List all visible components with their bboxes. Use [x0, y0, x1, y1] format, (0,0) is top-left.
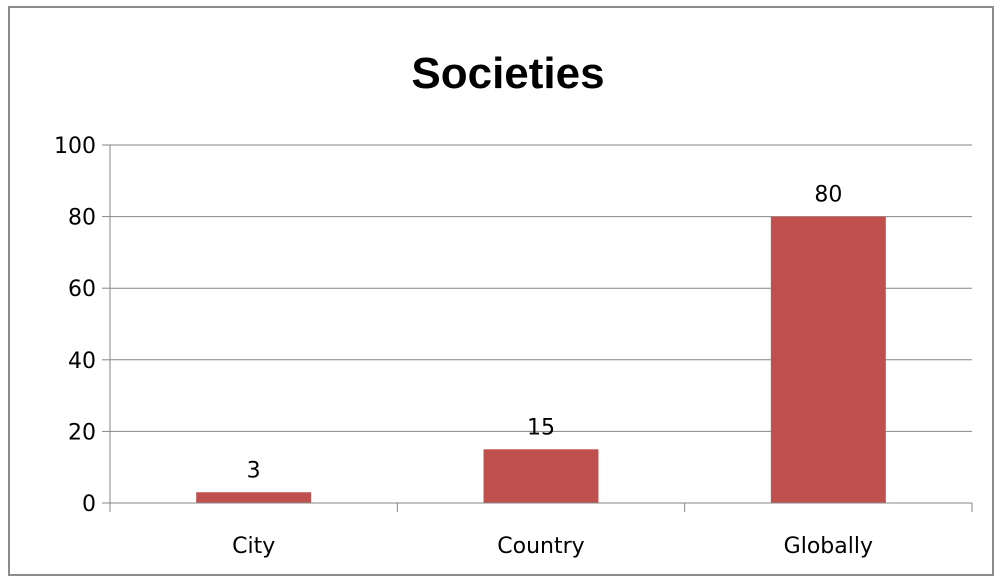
data-label: 80: [814, 183, 842, 208]
y-tick-label: 100: [54, 134, 96, 159]
category-label: Globally: [784, 534, 873, 559]
chart-title: Societies: [411, 49, 604, 98]
category-label: Country: [497, 534, 584, 559]
labels: 0 20 40 60 80 100 3 City 15 Country 80 Globally: [54, 134, 873, 559]
axes: [102, 144, 973, 512]
bars: [196, 216, 886, 503]
category-label: City: [232, 534, 275, 559]
y-tick-label: 60: [68, 277, 96, 302]
y-tick-label: 20: [68, 420, 96, 445]
bar-city: [196, 492, 312, 503]
bar-globally: [770, 216, 886, 503]
data-label: 3: [247, 458, 261, 483]
data-label: 15: [527, 415, 555, 440]
y-tick-label: 0: [82, 492, 96, 517]
bar-country: [483, 449, 599, 503]
y-tick-label: 80: [68, 206, 96, 231]
y-tick-label: 40: [68, 349, 96, 374]
